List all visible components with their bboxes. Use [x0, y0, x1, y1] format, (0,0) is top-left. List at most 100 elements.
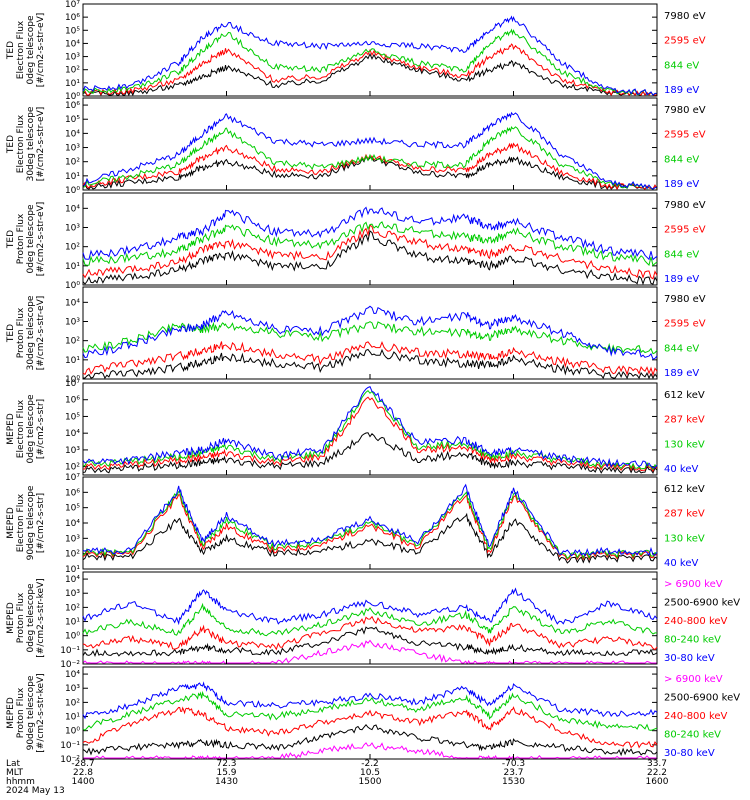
- y-tick-label: 10⁶: [65, 488, 80, 498]
- series-line-844-eV: [82, 28, 658, 96]
- legend-entry: 844 eV: [664, 249, 699, 260]
- y-tick-label: 10⁴: [65, 204, 80, 214]
- y-tick-label: 10²: [65, 243, 80, 253]
- y-tick-label: 10¹: [65, 172, 80, 182]
- legend-entry: 844 eV: [664, 154, 699, 165]
- y-tick-label: 10⁴: [65, 575, 80, 585]
- x-tick-label: 1430: [215, 777, 238, 787]
- y-tick-label: 10²: [65, 463, 80, 473]
- y-tick-label: 10⁶: [65, 101, 80, 111]
- y-tick-label: 10¹: [65, 356, 80, 366]
- series-line-240-800-keV: [82, 706, 658, 749]
- legend-entry: 2595 eV: [664, 130, 706, 141]
- y-axis-label-line: Proton Flux: [16, 592, 26, 643]
- y-tick-label: 10⁴: [65, 519, 80, 529]
- x-axis-row-label: hhmm: [6, 777, 35, 787]
- y-tick-label: 10²: [65, 66, 80, 76]
- legend-entry: 2500-6900 keV: [664, 598, 740, 609]
- legend-entry: 80-240 keV: [664, 730, 721, 741]
- y-axis-label-line: 90deg telescope: [26, 485, 36, 560]
- panel-meped-electron-0deg: 10² 10³ 10⁴ 10⁵ 10⁶ 10⁷ MEPED Electron Flux 0deg…: [6, 379, 705, 476]
- y-axis-label-line: MEPED: [6, 602, 16, 634]
- y-tick-label: 10⁻¹: [60, 646, 80, 656]
- y-axis-label-line: TED: [6, 324, 16, 343]
- y-tick-label: 10¹: [65, 79, 80, 89]
- panel-frame: [82, 97, 658, 191]
- y-tick-label: 10³: [65, 144, 80, 154]
- legend-entry: 189 eV: [664, 85, 699, 96]
- y-axis-label-line: [#/cm2-s-str-eV]: [36, 107, 46, 182]
- legend-entry: 612 keV: [664, 390, 705, 401]
- series-line-287-keV: [82, 493, 658, 561]
- y-tick-label: 10⁵: [65, 115, 80, 125]
- y-axis-label-line: MEPED: [6, 413, 16, 445]
- series-line-240-800-keV: [82, 615, 658, 651]
- legend-entry: 30-80 keV: [664, 748, 715, 759]
- y-axis-label-line: Electron Flux: [16, 399, 26, 458]
- x-tick-label: 1500: [359, 777, 382, 787]
- y-axis-label-line: [#/cm2-s-str-keV]: [36, 578, 46, 657]
- y-axis-label-line: TED: [6, 41, 16, 60]
- y-tick-label: 10¹: [65, 618, 80, 628]
- y-axis-label-line: 0deg telescope: [26, 15, 36, 85]
- y-tick-label: 10⁰: [65, 92, 80, 102]
- x-tick-label: 1400: [72, 777, 95, 787]
- series-line-2595-eV: [82, 341, 658, 377]
- series-line--6900-keV: [83, 742, 657, 760]
- x-tick-label: 33.7: [647, 759, 667, 769]
- y-tick-label: 10⁰: [65, 375, 80, 385]
- legend-entry: 844 eV: [664, 343, 699, 354]
- y-tick-label: 10⁵: [65, 504, 80, 514]
- x-tick-label: 22.8: [73, 768, 93, 778]
- y-axis-label-line: [#/cm2-s-str-eV]: [36, 202, 46, 277]
- y-axis-label-line: Electron Flux: [16, 493, 26, 552]
- y-tick-label: 10²: [65, 698, 80, 708]
- y-tick-label: 10²: [65, 158, 80, 168]
- series-line--6900-keV: [82, 639, 657, 664]
- x-tick-label: 23.7: [503, 768, 523, 778]
- series-line-80-240-keV: [82, 690, 658, 731]
- y-axis-label-line: 0deg telescope: [26, 394, 36, 464]
- legend-entry: 189 eV: [664, 274, 699, 285]
- x-axis-row-label: 2024 May 13: [6, 786, 65, 796]
- y-tick-label: 10⁷: [65, 0, 80, 10]
- legend-entry: 189 eV: [664, 179, 699, 190]
- legend-entry: 7980 eV: [664, 11, 706, 22]
- x-tick-label: 15.9: [216, 768, 236, 778]
- legend-entry: 40 keV: [664, 558, 698, 569]
- y-tick-label: 10³: [65, 53, 80, 63]
- panel-frame: [82, 666, 658, 760]
- legend-entry: 240-800 keV: [664, 616, 728, 627]
- legend-entry: 40 keV: [664, 464, 698, 475]
- y-axis-label-line: Electron Flux: [16, 114, 26, 173]
- panel-ted-electron-0deg: 10⁰ 10¹ 10² 10³ 10⁴ 10⁵ 10⁶ 10⁷ TED Electron Flux…: [6, 0, 706, 102]
- legend-entry: 2500-6900 keV: [664, 693, 740, 704]
- legend-entry: > 6900 keV: [664, 579, 723, 590]
- series-line-40-keV: [82, 483, 658, 557]
- series-line-2500-6900-keV: [82, 724, 658, 757]
- series-line-7980-eV: [82, 155, 658, 191]
- y-tick-label: 10³: [65, 318, 80, 328]
- series-line-612-keV: [82, 432, 658, 474]
- x-tick-label: 72.3: [216, 759, 236, 769]
- legend-entry: 240-800 keV: [664, 711, 728, 722]
- y-axis-label-line: MEPED: [6, 507, 16, 539]
- y-axis-label-line: 30deg telescope: [26, 295, 36, 370]
- legend-entry: 189 eV: [664, 368, 699, 379]
- legend-entry: 287 keV: [664, 415, 705, 426]
- series-line-80-240-keV: [82, 602, 657, 637]
- y-axis-label-line: Proton Flux: [16, 213, 26, 264]
- legend-entry: 7980 eV: [664, 294, 706, 305]
- series-line-844-eV: [82, 125, 658, 190]
- panel-meped-proton-0deg: 10⁻² 10⁻¹ 10⁰ 10¹ 10² 10³ 10⁴ MEPED Proton Flux 0…: [6, 571, 740, 670]
- y-tick-label: 10³: [65, 224, 80, 234]
- legend-entry: 30-80 keV: [664, 653, 715, 664]
- y-tick-label: 10³: [65, 534, 80, 544]
- y-axis-label-line: TED: [6, 230, 16, 249]
- y-tick-label: 10⁻²: [60, 660, 80, 670]
- series-line-7980-eV: [82, 230, 658, 286]
- y-tick-label: 10⁷: [65, 473, 80, 483]
- x-tick-label: -2.2: [361, 759, 379, 769]
- y-tick-label: 10⁰: [65, 186, 80, 196]
